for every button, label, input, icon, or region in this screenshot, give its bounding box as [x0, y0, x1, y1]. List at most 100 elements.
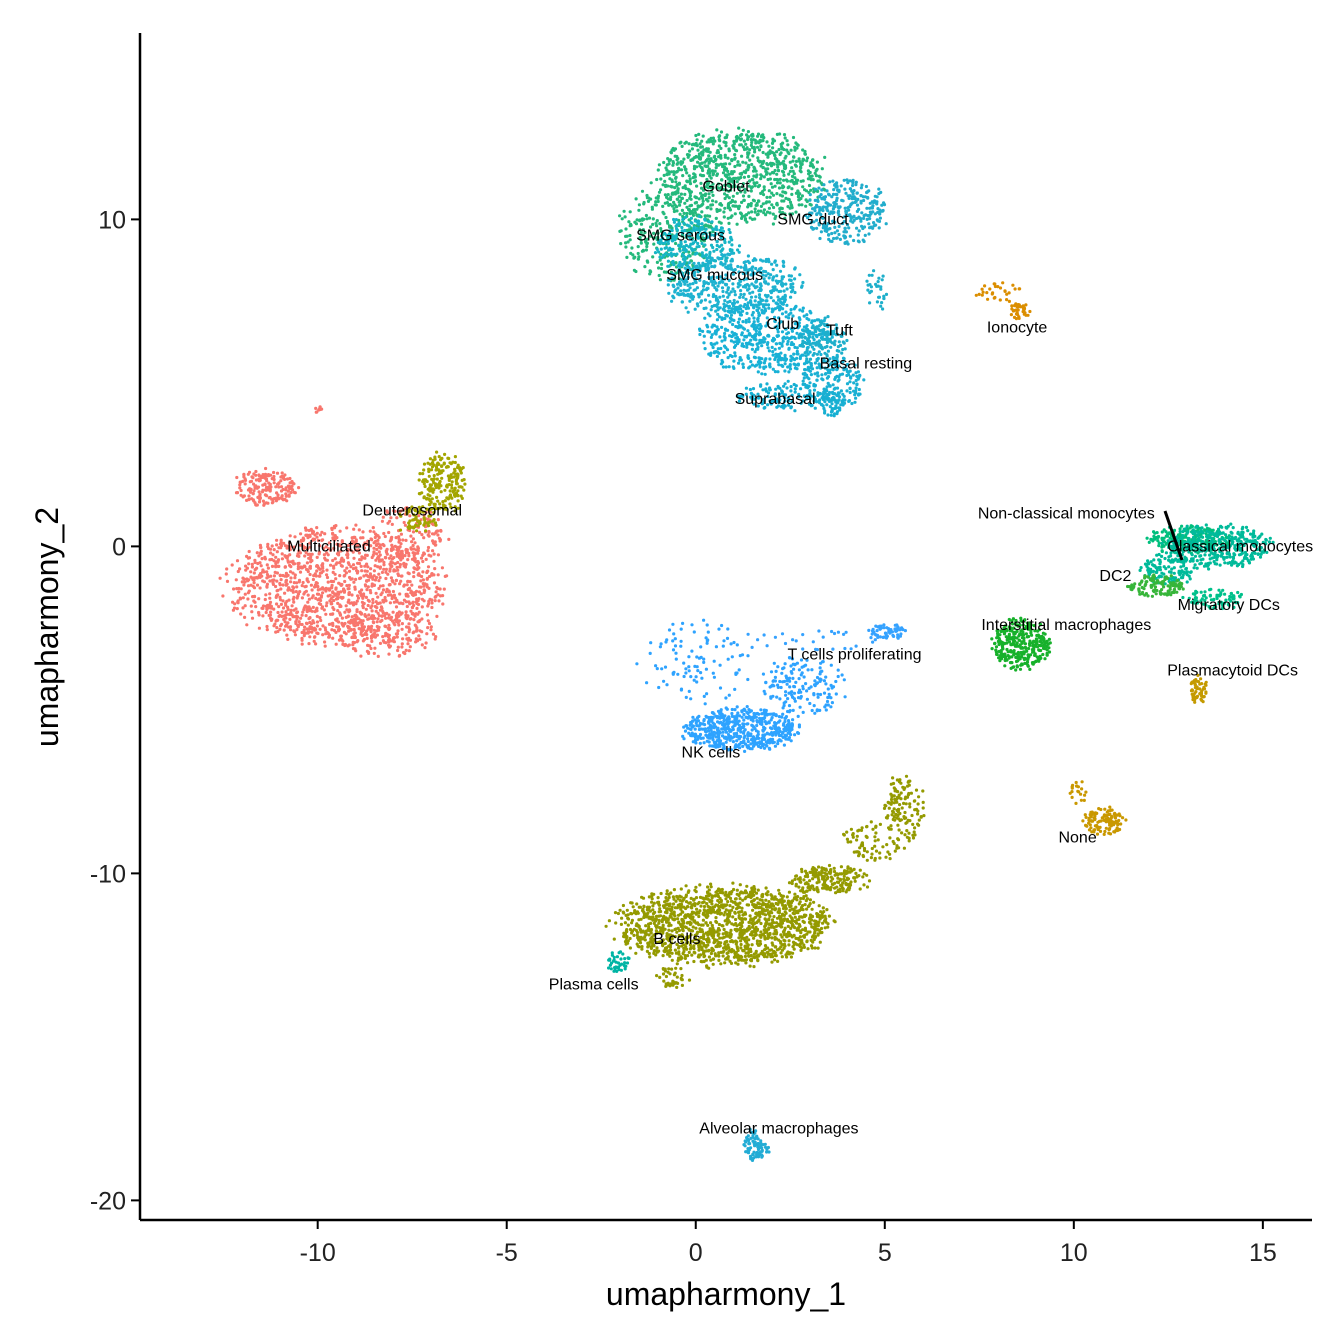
data-point: [426, 493, 430, 497]
data-point: [333, 592, 337, 596]
data-point: [305, 561, 309, 565]
data-point: [378, 558, 382, 562]
data-point: [319, 594, 324, 598]
data-point: [776, 169, 781, 173]
data-point: [264, 485, 269, 489]
data-point: [880, 278, 884, 282]
data-point: [764, 365, 768, 369]
data-point: [417, 478, 421, 482]
data-point: [755, 342, 759, 346]
data-point: [765, 210, 770, 214]
data-point: [301, 580, 305, 585]
data-point: [684, 140, 688, 144]
data-point: [807, 172, 811, 176]
data-point: [670, 192, 674, 196]
data-point: [412, 526, 416, 530]
data-point: [749, 143, 754, 147]
data-point: [672, 207, 676, 211]
data-point: [450, 486, 454, 490]
data-point: [645, 244, 649, 249]
data-point: [737, 361, 741, 365]
data-point: [324, 558, 328, 562]
data-point: [818, 332, 823, 336]
data-point: [279, 538, 283, 542]
data-point: [340, 616, 344, 620]
data-point: [734, 148, 738, 152]
data-point: [684, 306, 688, 310]
data-point: [745, 133, 749, 137]
data-point: [680, 144, 684, 148]
data-point: [740, 200, 744, 204]
data-point: [780, 312, 785, 316]
data-point: [762, 185, 766, 189]
data-point: [443, 488, 447, 492]
data-point: [782, 178, 786, 182]
data-point: [292, 562, 296, 566]
data-point: [820, 337, 825, 341]
data-point: [780, 342, 784, 346]
data-point: [664, 166, 668, 170]
data-point: [272, 470, 276, 475]
data-point: [360, 569, 364, 573]
data-point: [288, 570, 293, 574]
data-point: [813, 187, 818, 191]
data-point: [305, 622, 309, 626]
data-point: [429, 625, 433, 629]
data-point: [387, 652, 391, 656]
data-point: [778, 269, 783, 273]
data-point: [386, 626, 390, 630]
data-point: [774, 288, 779, 292]
data-point: [355, 548, 359, 553]
data-point: [428, 486, 432, 490]
data-point: [412, 630, 416, 634]
data-point: [792, 362, 796, 366]
data-point: [686, 310, 690, 314]
data-point: [315, 535, 319, 539]
data-point: [649, 181, 653, 185]
data-point: [850, 401, 854, 406]
data-point: [755, 201, 759, 206]
data-point: [783, 167, 787, 171]
data-point: [347, 587, 351, 591]
data-point: [747, 356, 751, 360]
data-point: [683, 257, 687, 262]
data-point: [257, 479, 261, 483]
data-point: [671, 161, 676, 165]
data-point: [781, 307, 785, 311]
data-point: [855, 374, 859, 378]
data-point: [851, 179, 855, 183]
data-point: [266, 566, 270, 570]
data-point: [811, 178, 815, 182]
data-point: [619, 242, 623, 246]
data-point: [771, 222, 776, 226]
data-point: [441, 594, 445, 598]
data-point: [737, 207, 741, 211]
data-point: [394, 536, 398, 540]
data-point: [803, 351, 807, 355]
data-point: [413, 593, 418, 597]
data-point: [715, 354, 720, 358]
data-point: [874, 223, 878, 227]
data-point: [243, 482, 247, 486]
data-point: [851, 201, 855, 205]
data-point: [717, 245, 722, 249]
data-point: [749, 338, 753, 342]
data-point: [801, 340, 805, 344]
data-point: [710, 203, 715, 207]
data-point: [713, 169, 717, 173]
data-point: [823, 155, 827, 159]
data-point: [862, 378, 866, 382]
data-point: [350, 593, 354, 597]
data-point: [799, 170, 803, 174]
data-point: [331, 531, 335, 535]
data-point: [380, 606, 384, 611]
data-point: [299, 616, 303, 620]
data-point: [654, 203, 658, 207]
data-point: [262, 502, 266, 506]
data-point: [723, 299, 727, 303]
data-point: [741, 365, 746, 369]
data-point: [708, 252, 712, 256]
data-point: [718, 139, 722, 143]
data-point: [430, 605, 434, 610]
data-point: [853, 196, 857, 200]
